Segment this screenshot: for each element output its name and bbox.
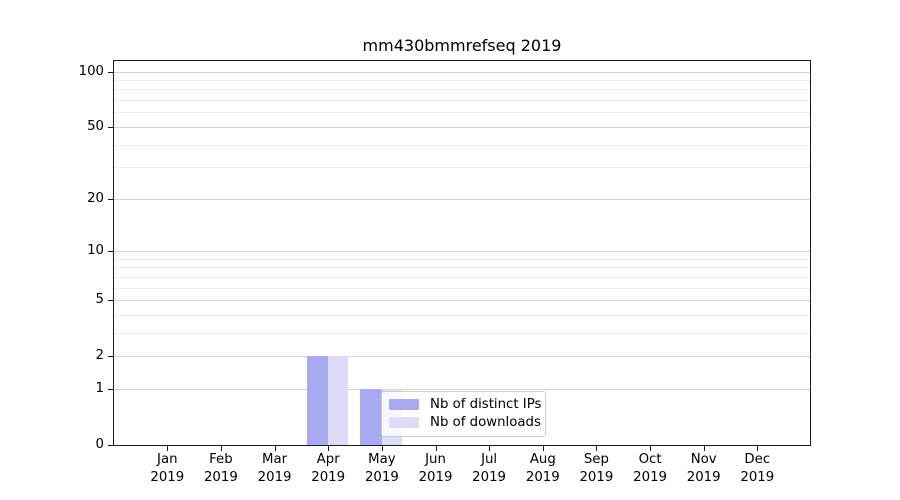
gridline-minor-y-7 (114, 276, 810, 278)
gridline-minor-y-8 (114, 267, 810, 269)
x-tick-label-apr-2019: Apr 2019 (296, 451, 360, 486)
x-tick-month: Nov (690, 452, 717, 467)
x-tick-label-mar-2019: Mar 2019 (243, 451, 307, 486)
y-tick-5 (108, 300, 113, 301)
gridline-minor-y-30 (114, 167, 810, 169)
x-tick-label-jan-2019: Jan 2019 (135, 451, 199, 486)
plot-area (113, 60, 811, 446)
bar-downloads-apr-2019 (328, 356, 349, 445)
x-tick-label-oct-2019: Oct 2019 (618, 451, 682, 486)
y-tick-20 (108, 198, 113, 200)
x-tick-month: Dec (744, 452, 771, 467)
y-tick-label-0: 0 (95, 437, 104, 452)
y-tick-label-20: 20 (87, 190, 104, 206)
gridline-major-y-50 (114, 126, 810, 128)
x-tick-label-nov-2019: Nov 2019 (672, 451, 736, 486)
gridline-minor-y-60 (114, 112, 810, 114)
x-tick-year: 2019 (418, 469, 453, 485)
x-tick-month: May (368, 452, 396, 467)
gridline-minor-y-3 (114, 332, 810, 334)
x-tick-month: Feb (209, 452, 233, 467)
x-tick-label-jul-2019: Jul 2019 (457, 451, 521, 486)
bar-distinct-ips-apr-2019 (306, 356, 329, 445)
x-tick-year: 2019 (203, 469, 238, 485)
y-tick-2 (108, 356, 113, 358)
x-tick-month: Jan (157, 452, 178, 467)
x-tick-month: Mar (262, 452, 288, 467)
x-tick-month: Sep (583, 452, 609, 467)
gridline-major-y-1 (114, 388, 810, 390)
y-tick-label-50: 50 (87, 118, 104, 134)
y-tick-10 (108, 250, 113, 252)
y-tick-label-5: 5 (95, 292, 104, 307)
x-tick-year: 2019 (525, 469, 560, 485)
y-tick-label-10: 10 (87, 242, 104, 258)
x-tick-year: 2019 (150, 469, 185, 485)
chart-title: mm430bmmrefseq 2019 (362, 36, 562, 55)
legend-swatch-downloads (389, 416, 419, 428)
x-tick-label-aug-2019: Aug 2019 (511, 451, 575, 486)
x-tick-month: Jul (481, 452, 498, 467)
x-tick-month: Oct (638, 452, 662, 467)
x-tick-year: 2019 (686, 469, 721, 485)
y-tick-label-100: 100 (78, 63, 104, 79)
y-tick-label-2: 2 (95, 348, 104, 364)
x-tick-label-may-2019: May 2019 (350, 451, 414, 486)
x-tick-year: 2019 (472, 469, 507, 485)
x-tick-month: Aug (529, 452, 556, 467)
x-tick-9 (650, 446, 652, 451)
x-tick-label-dec-2019: Dec 2019 (725, 451, 789, 486)
x-tick-year: 2019 (311, 469, 346, 485)
y-tick-100 (108, 71, 113, 73)
gridline-major-y-5 (114, 300, 810, 301)
x-tick-month: Jun (425, 452, 446, 467)
x-tick-label-jun-2019: Jun 2019 (404, 451, 468, 486)
x-tick-label-sep-2019: Sep 2019 (564, 451, 628, 486)
x-tick-month: Apr (316, 452, 340, 467)
bar-distinct-ips-may-2019 (360, 388, 382, 445)
x-tick-10 (703, 446, 705, 451)
x-tick-year: 2019 (740, 469, 775, 485)
gridline-minor-y-70 (114, 100, 810, 101)
gridline-major-y-20 (114, 198, 810, 200)
legend-swatch-distinct-ips (389, 399, 419, 411)
gridline-major-y-10 (114, 250, 810, 252)
legend-item-distinct-ips: Nb of distinct IPs (382, 396, 545, 414)
gridline-minor-y-6 (114, 287, 810, 289)
legend-item-downloads: Nb of downloads (382, 414, 545, 432)
x-tick-0 (167, 446, 169, 451)
legend: Nb of distinct IPs Nb of downloads (381, 391, 546, 437)
gridline-major-y-2 (114, 356, 810, 358)
x-tick-11 (757, 446, 759, 451)
y-tick-1 (108, 388, 113, 390)
y-tick-label-1: 1 (95, 380, 104, 396)
x-tick-4 (381, 446, 383, 451)
legend-label-distinct-ips: Nb of distinct IPs (430, 397, 542, 413)
gridline-minor-y-90 (114, 79, 810, 81)
gridline-minor-y-40 (114, 144, 810, 146)
y-tick-0 (108, 445, 113, 446)
gridline-minor-y-4 (114, 314, 810, 316)
x-tick-2 (274, 446, 276, 451)
x-tick-5 (435, 446, 437, 451)
x-tick-year: 2019 (257, 469, 292, 485)
gridline-minor-y-80 (114, 89, 810, 91)
x-tick-label-feb-2019: Feb 2019 (189, 451, 253, 486)
x-tick-year: 2019 (633, 469, 668, 485)
x-tick-year: 2019 (579, 469, 614, 485)
legend-label-downloads: Nb of downloads (430, 414, 541, 430)
x-tick-3 (328, 446, 330, 451)
x-tick-1 (220, 446, 222, 451)
x-tick-8 (596, 446, 598, 451)
gridline-major-y-100 (114, 71, 810, 73)
x-tick-year: 2019 (364, 469, 399, 485)
y-tick-50 (108, 126, 113, 128)
gridline-minor-y-9 (114, 258, 810, 260)
x-tick-7 (542, 446, 544, 451)
x-tick-6 (489, 446, 491, 451)
